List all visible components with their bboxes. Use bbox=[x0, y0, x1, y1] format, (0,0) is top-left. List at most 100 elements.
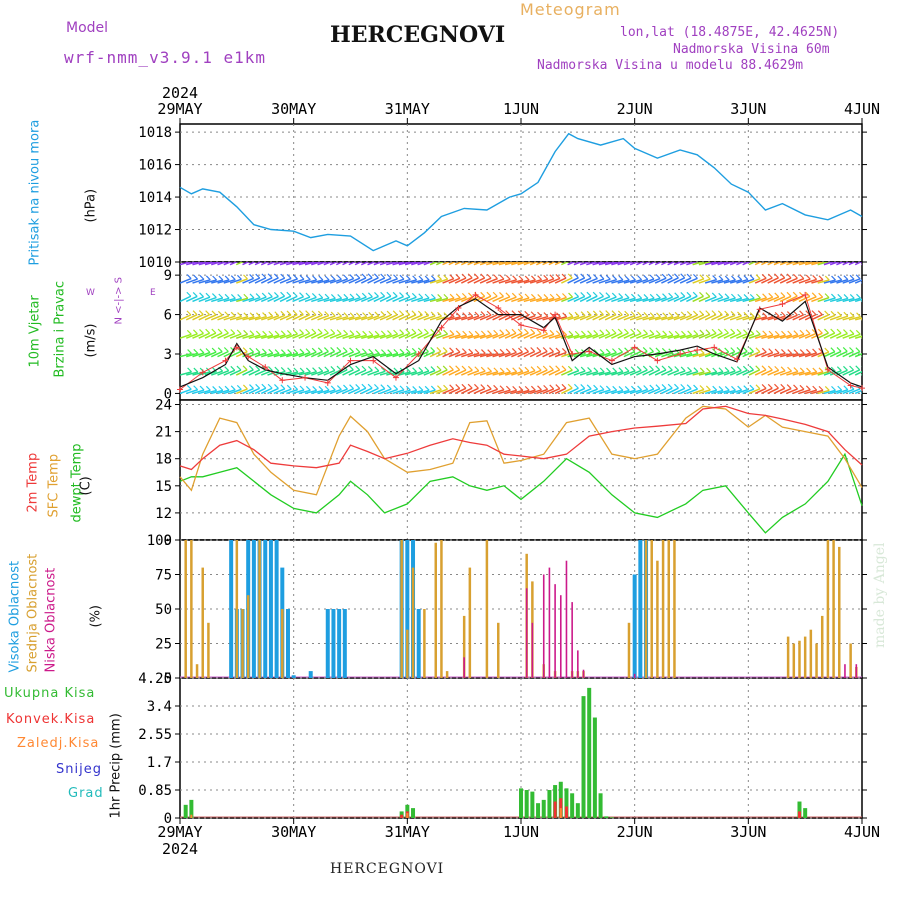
wind-barb bbox=[729, 350, 742, 358]
wind-barb-flag bbox=[493, 349, 499, 354]
wind-barb-flag bbox=[405, 367, 411, 373]
wind-barb-flag bbox=[205, 348, 211, 353]
wind-barb bbox=[248, 277, 261, 284]
wind-barb-flag bbox=[724, 386, 730, 391]
wind-barb bbox=[767, 387, 779, 395]
wind-barb-flag bbox=[555, 293, 561, 299]
wind-barb bbox=[554, 277, 567, 284]
gust-marker bbox=[569, 351, 576, 357]
wind-barb bbox=[529, 332, 542, 339]
wind-barb bbox=[373, 334, 386, 339]
wind-barb-flag bbox=[380, 291, 386, 297]
wind-barb-flag bbox=[437, 385, 442, 391]
product-name: Meteogram bbox=[520, 0, 621, 19]
wind-barb-flag bbox=[824, 328, 829, 334]
wind-barb bbox=[386, 262, 399, 266]
wind-barb bbox=[180, 371, 192, 376]
wind-barb bbox=[498, 278, 511, 284]
wind-barb bbox=[742, 350, 754, 358]
wind-barb-flag bbox=[699, 291, 704, 297]
wind-barb-flag bbox=[193, 274, 198, 280]
wind-barb bbox=[217, 350, 229, 358]
wind-barb-flag bbox=[505, 292, 511, 298]
wind-barb bbox=[573, 334, 586, 339]
wind-barb-flag bbox=[717, 310, 723, 316]
wind-barb bbox=[185, 295, 198, 303]
wind-barb-flag bbox=[461, 273, 467, 279]
wind-barb-flag bbox=[249, 312, 255, 318]
wind-barb bbox=[579, 262, 591, 266]
wind-barb bbox=[348, 296, 361, 303]
wind-barb-flag bbox=[343, 293, 349, 299]
wind-barb-flag bbox=[199, 329, 204, 334]
altitude: Nadmorska Visina 60m bbox=[673, 42, 830, 57]
wind-barb-flag bbox=[812, 367, 818, 373]
wind-barb-flag bbox=[305, 367, 311, 373]
wind-barb bbox=[229, 350, 242, 358]
high-cloud-bar bbox=[416, 609, 421, 678]
wind-barb bbox=[617, 314, 629, 321]
wind-barb-flag bbox=[674, 311, 680, 317]
wind-barb bbox=[492, 313, 504, 321]
wind-barb-flag bbox=[236, 329, 242, 335]
wind-barb-flag bbox=[817, 328, 823, 334]
cloud-unit: (%) bbox=[88, 605, 104, 628]
wind-barb bbox=[348, 277, 361, 284]
wind-barb bbox=[604, 278, 617, 284]
wind-barb-flag bbox=[417, 328, 423, 334]
wind-barb-flag bbox=[255, 348, 261, 353]
wind-barb-flag bbox=[630, 328, 636, 334]
wind-barb-flag bbox=[792, 291, 798, 297]
wind-barb bbox=[748, 333, 761, 339]
wind-barb-flag bbox=[630, 311, 636, 317]
wind-barb-flag bbox=[274, 330, 280, 336]
wind-barb bbox=[573, 387, 586, 395]
mid-cloud-bar bbox=[281, 609, 284, 678]
wind-barb-flag bbox=[599, 274, 605, 280]
wind-barb bbox=[429, 388, 442, 395]
wind-barb-flag bbox=[355, 273, 361, 279]
wind-barb bbox=[373, 314, 386, 321]
wind-barb bbox=[192, 389, 205, 395]
wind-barb-flag bbox=[255, 383, 261, 389]
wind-barb bbox=[679, 295, 692, 303]
wind-barb bbox=[198, 279, 211, 284]
wind-barb-flag bbox=[612, 275, 618, 281]
wind-barb bbox=[310, 314, 323, 321]
wind-barb-flag bbox=[474, 348, 480, 354]
wind-barb bbox=[317, 262, 328, 266]
wind-barb bbox=[579, 388, 592, 395]
wind-barb-flag bbox=[530, 328, 536, 334]
wind-barb-flag bbox=[411, 347, 417, 353]
wind-barb bbox=[711, 314, 723, 321]
total-precip-bar bbox=[598, 793, 603, 818]
wind-barb bbox=[492, 389, 505, 395]
wind-barb bbox=[311, 279, 324, 284]
wind-barb bbox=[248, 334, 261, 339]
wind-barb-flag bbox=[749, 384, 755, 390]
wind-barb-flag bbox=[418, 293, 424, 299]
wind-barb-flag bbox=[774, 348, 780, 354]
wind-barb bbox=[536, 297, 549, 303]
high-cloud-bar bbox=[274, 540, 279, 678]
wind-barb-flag bbox=[743, 275, 749, 280]
wind-barb bbox=[604, 371, 617, 376]
wind-barb bbox=[517, 314, 529, 321]
wind-barb bbox=[504, 351, 517, 358]
wind-barb-flag bbox=[818, 275, 824, 281]
wind-barb bbox=[285, 295, 298, 303]
wind-barb bbox=[442, 297, 455, 303]
wind-barb bbox=[398, 278, 411, 284]
wind-barb bbox=[348, 369, 360, 376]
wind-barb-flag bbox=[718, 275, 724, 281]
wind-barb bbox=[192, 278, 205, 284]
wind-barb-flag bbox=[755, 384, 761, 390]
wind-barb-flag bbox=[799, 310, 805, 316]
wind-barb bbox=[629, 332, 642, 339]
wind-barb-flag bbox=[530, 366, 536, 372]
wind-barb bbox=[786, 314, 798, 321]
wind-barb-flag bbox=[531, 275, 536, 281]
high-cloud-bar bbox=[325, 609, 330, 678]
wind-barb bbox=[310, 332, 323, 339]
wind-barb-flag bbox=[542, 365, 548, 371]
